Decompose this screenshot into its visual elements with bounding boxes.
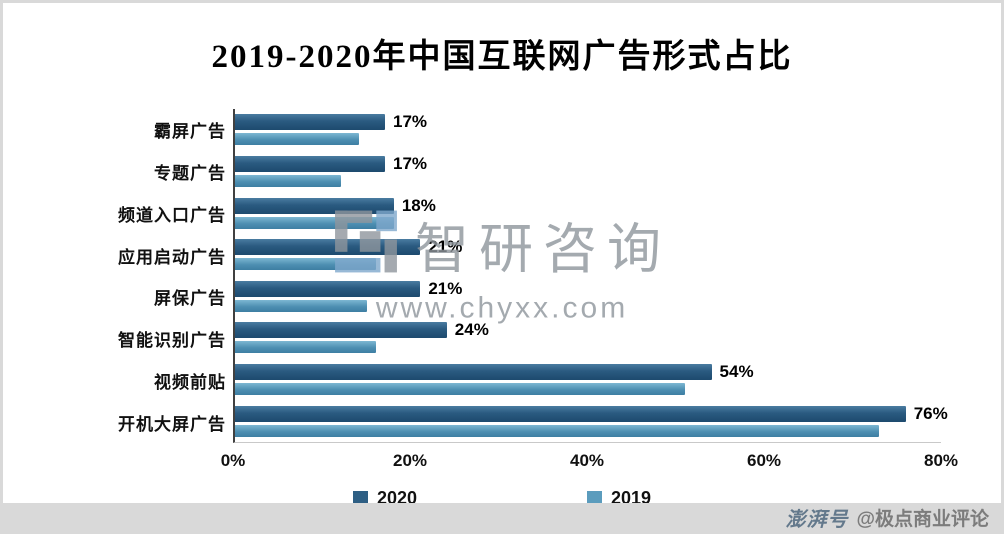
bar-group: 54% (235, 359, 941, 401)
plot-area: 17% 17% 18% 21% 21% 24% 54% 76% (233, 109, 948, 443)
category-label: 视频前贴 (154, 372, 226, 392)
value-label: 21% (428, 278, 463, 298)
category-label: 霸屏广告 (154, 122, 226, 142)
bar-2019 (235, 133, 359, 146)
bar-group: 21% (235, 276, 941, 318)
category-label: 应用启动广告 (118, 247, 226, 267)
bar-2020: 21% (235, 279, 462, 298)
value-label: 54% (719, 362, 754, 382)
category-label: 频道入口广告 (118, 205, 226, 225)
bar-2020: 24% (235, 320, 489, 339)
bar-2019 (235, 299, 368, 312)
category-label: 屏保广告 (154, 289, 226, 309)
footer-account: @极点商业评论 (856, 508, 989, 530)
value-label: 76% (913, 403, 948, 423)
category-label: 智能识别广告 (118, 331, 226, 351)
x-tick-label: 40% (569, 451, 605, 470)
bar-group: 21% (235, 234, 941, 276)
value-label: 17% (393, 112, 428, 132)
bar-2019 (235, 424, 880, 437)
bar-2019 (235, 383, 686, 396)
value-label: 17% (393, 153, 428, 173)
value-label: 21% (428, 237, 463, 257)
bar-group: 24% (235, 317, 941, 359)
bar-2019 (235, 174, 341, 187)
x-tick-label: 20% (392, 451, 428, 470)
pengpai-logo: 澎湃号 (785, 508, 849, 531)
legend-swatch (352, 491, 368, 506)
y-axis-labels: 霸屏广告专题广告频道入口广告 应用启动广告屏保广告智能识别广告视频前贴开机大屏广告 (13, 109, 226, 443)
bar-group: 76% (235, 400, 948, 442)
bar-2019 (235, 341, 377, 354)
bar-group: 17% (235, 109, 941, 151)
legend-swatch (587, 491, 602, 506)
bar-2020: 54% (235, 362, 754, 381)
chart-title: 2019-2020年中国互联网广告形式占比 (211, 39, 793, 75)
bar-2020: 21% (235, 237, 462, 256)
value-label: 24% (454, 320, 489, 340)
x-tick-label: 0% (220, 451, 246, 470)
category-label: 专题广告 (154, 164, 226, 184)
x-axis: 0% 20% 40% 60% 80% (221, 451, 958, 473)
footer-strip: 澎湃号 @极点商业评论 (3, 503, 1001, 531)
bar-2019 (235, 258, 377, 271)
bar-2020: 76% (235, 404, 948, 423)
x-tick-label: 80% (923, 451, 959, 470)
bar-group: 17% (235, 151, 941, 193)
bar-2020: 17% (235, 112, 427, 131)
bar-2020: 18% (235, 196, 436, 215)
x-tick-label: 60% (746, 451, 782, 470)
bar-2020: 17% (235, 154, 427, 173)
bar-group: 18% (235, 192, 941, 234)
bar-2019 (235, 216, 394, 229)
value-label: 18% (401, 195, 436, 215)
category-label: 开机大屏广告 (118, 414, 226, 434)
